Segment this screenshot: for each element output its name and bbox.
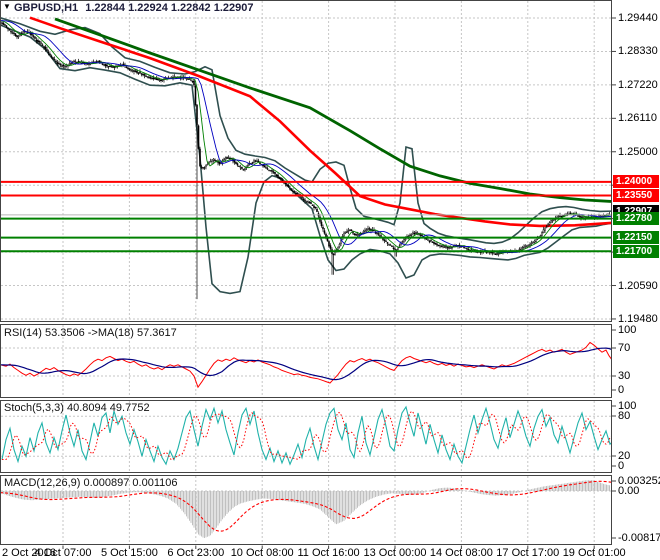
chart-symbol-label: GBPUSD,H1 [14,2,79,14]
stoch-axis-label: 80 [618,410,631,422]
price-level-badge: 1.22150 [613,231,659,245]
time-axis-label: 14 Oct 08:00 [429,547,493,559]
symbol-marker-icon: ▼ [3,2,11,11]
rsi-axis-label: 30 [618,370,631,382]
price-level-badge: 1.22780 [613,212,659,226]
macd-axis-label: 0.003252 [618,475,660,487]
time-axis-label: 5 Oct 15:00 [100,547,158,559]
price-level-badge: 1.23550 [613,188,659,202]
stochastic-indicator-label: Stoch(5,3,3) 40.8094 49.7752 [4,402,150,414]
time-axis-label: 2 Oct 2016 [2,547,56,559]
rsi-indicator-label: RSI(14) 53.3506 ->MA(18) 57.3617 [4,327,177,339]
time-axis-label: 13 Oct 00:00 [363,547,427,559]
chart-title: GBPUSD,H1 1.22844 1.22924 1.22842 1.2290… [14,2,257,14]
price-level-badge: 1.21700 [613,244,659,258]
stoch-axis-label: 20 [618,450,631,462]
stoch-axis-label: 0 [618,460,625,472]
macd-axis-label: 0.00 [618,485,640,497]
macd-indicator-label: MACD(12,26,9) 0.000897 0.001106 [4,477,178,489]
rsi-axis-label: 0 [618,384,625,396]
price-axis-label: 1.27220 [618,78,658,91]
time-axis-label: 19 Oct 01:00 [562,547,626,559]
price-axis-label: 1.29440 [618,12,658,24]
price-axis-label: 1.28330 [618,45,658,58]
time-axis-label: 17 Oct 17:00 [496,547,560,559]
price-axis-label: 1.25000 [618,145,658,158]
stoch-axis-label: 100 [618,400,637,412]
rsi-axis-label: 100 [618,324,637,336]
time-axis-label: 11 Oct 16:00 [297,547,360,559]
time-axis-label: 10 Oct 08:00 [230,547,294,559]
price-axis-label: 1.26110 [618,112,657,125]
price-axis-label: 1.20590 [618,279,658,292]
price-level-badge: 1.24000 [613,175,659,189]
time-axis-label: 6 Oct 23:00 [167,547,225,559]
time-axis-label: 4 Oct 07:00 [34,547,92,559]
chart-ohlc-values: 1.22844 1.22924 1.22842 1.22907 [85,2,254,14]
price-axis-label: 1.19480 [618,312,658,325]
rsi-axis-label: 70 [618,342,631,354]
